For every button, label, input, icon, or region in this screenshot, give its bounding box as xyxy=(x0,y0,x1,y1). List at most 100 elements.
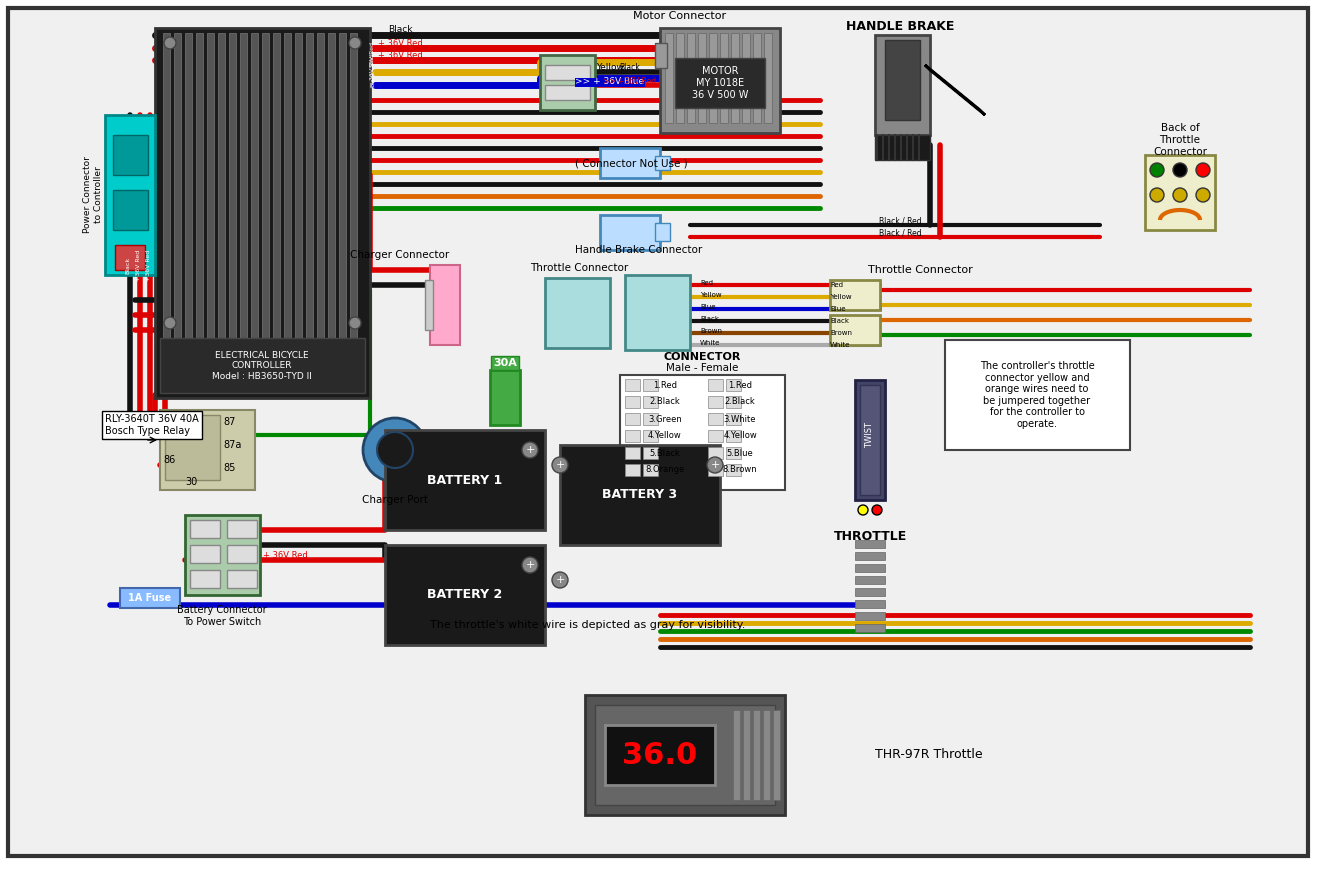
Text: TWIST: TWIST xyxy=(865,422,874,448)
Bar xyxy=(490,370,520,425)
Bar xyxy=(113,135,148,175)
Text: Back of
Throttle
Connector: Back of Throttle Connector xyxy=(1152,123,1206,156)
Text: +: + xyxy=(710,460,719,470)
Circle shape xyxy=(1196,163,1210,177)
Text: 36.0: 36.0 xyxy=(623,740,698,770)
Text: +: + xyxy=(525,560,535,570)
Text: Motor Connector: Motor Connector xyxy=(633,11,727,21)
Bar xyxy=(726,413,741,425)
Bar xyxy=(720,33,728,123)
Bar xyxy=(190,570,220,588)
Bar xyxy=(207,33,213,343)
Bar xyxy=(620,375,785,490)
Circle shape xyxy=(522,557,539,573)
Bar xyxy=(163,33,170,343)
Bar xyxy=(540,55,595,110)
Text: HANDLE BRAKE: HANDLE BRAKE xyxy=(846,20,955,33)
Circle shape xyxy=(165,317,176,329)
Bar xyxy=(385,430,545,530)
Bar xyxy=(709,447,723,459)
Bar xyxy=(763,710,770,800)
Bar xyxy=(655,223,670,241)
Text: >> + 36V Blue: >> + 36V Blue xyxy=(576,77,644,87)
Text: BATTERY 2: BATTERY 2 xyxy=(428,588,503,601)
Text: Throttle Connector: Throttle Connector xyxy=(529,263,628,273)
Bar xyxy=(855,576,885,584)
Text: 87a: 87a xyxy=(223,440,241,450)
Text: Black: Black xyxy=(619,63,640,72)
Text: Black: Black xyxy=(701,316,719,322)
Text: 36V Red: 36V Red xyxy=(370,42,375,68)
Bar xyxy=(698,33,706,123)
Text: Male - Female: Male - Female xyxy=(666,363,739,373)
Text: Handle Brake Connector: Handle Brake Connector xyxy=(576,245,702,255)
Bar xyxy=(946,340,1130,450)
Bar xyxy=(773,710,780,800)
Bar xyxy=(585,695,785,815)
Text: Black: Black xyxy=(830,318,849,324)
Bar xyxy=(190,545,220,563)
Bar xyxy=(196,33,203,343)
Text: 5.Black: 5.Black xyxy=(649,448,681,457)
Text: 86: 86 xyxy=(163,455,175,465)
Text: 5.Blue: 5.Blue xyxy=(727,448,753,457)
Bar xyxy=(855,600,885,608)
Text: Power Connector
to Controller: Power Connector to Controller xyxy=(83,156,103,234)
Bar xyxy=(709,379,723,391)
Bar xyxy=(626,464,640,476)
Bar xyxy=(855,564,885,572)
Circle shape xyxy=(1173,188,1187,202)
Bar xyxy=(605,725,715,785)
Text: Yellow: Yellow xyxy=(597,63,624,72)
Text: MOTOR
MY 1018E
36 V 500 W: MOTOR MY 1018E 36 V 500 W xyxy=(691,66,748,100)
Bar xyxy=(709,430,723,442)
Text: ( Connector Not Use ): ( Connector Not Use ) xyxy=(576,158,687,168)
Text: CONNECTOR: CONNECTOR xyxy=(664,352,740,362)
Bar xyxy=(855,588,885,596)
Bar xyxy=(709,33,716,123)
Bar xyxy=(687,33,695,123)
Circle shape xyxy=(165,37,176,49)
Bar xyxy=(601,148,660,178)
Bar xyxy=(660,28,780,133)
Bar xyxy=(626,275,690,350)
Circle shape xyxy=(363,418,427,482)
Text: BATTERY 3: BATTERY 3 xyxy=(602,488,677,501)
Circle shape xyxy=(349,317,361,329)
Bar xyxy=(155,28,370,398)
Bar xyxy=(317,33,324,343)
Circle shape xyxy=(857,505,868,515)
Bar xyxy=(273,33,281,343)
Text: Red: Red xyxy=(701,280,712,286)
Bar xyxy=(726,464,741,476)
Text: 3.Green: 3.Green xyxy=(648,415,682,423)
Bar xyxy=(120,588,180,608)
Bar xyxy=(338,33,346,343)
Circle shape xyxy=(522,442,539,458)
Bar xyxy=(159,410,255,490)
Circle shape xyxy=(349,37,361,49)
Bar xyxy=(626,396,640,408)
Bar xyxy=(726,430,741,442)
Bar xyxy=(726,396,741,408)
Text: THR-97R Throttle: THR-97R Throttle xyxy=(874,748,982,761)
Bar xyxy=(159,338,365,393)
Circle shape xyxy=(1150,188,1164,202)
Bar xyxy=(545,85,590,100)
Bar xyxy=(726,379,741,391)
Circle shape xyxy=(552,572,568,588)
Bar xyxy=(731,33,739,123)
Bar xyxy=(184,515,259,595)
Text: Brown: Brown xyxy=(830,330,852,336)
Text: Black: Black xyxy=(387,25,412,35)
Bar xyxy=(830,280,880,310)
Text: Yellow: Yellow xyxy=(701,292,722,298)
Bar xyxy=(855,624,885,632)
Bar xyxy=(655,156,670,170)
Bar xyxy=(1144,155,1216,230)
Circle shape xyxy=(1196,188,1210,202)
Text: Blue: Blue xyxy=(830,306,846,312)
Text: White: White xyxy=(830,342,851,348)
Text: THROTTLE: THROTTLE xyxy=(834,530,906,543)
Circle shape xyxy=(1150,163,1164,177)
